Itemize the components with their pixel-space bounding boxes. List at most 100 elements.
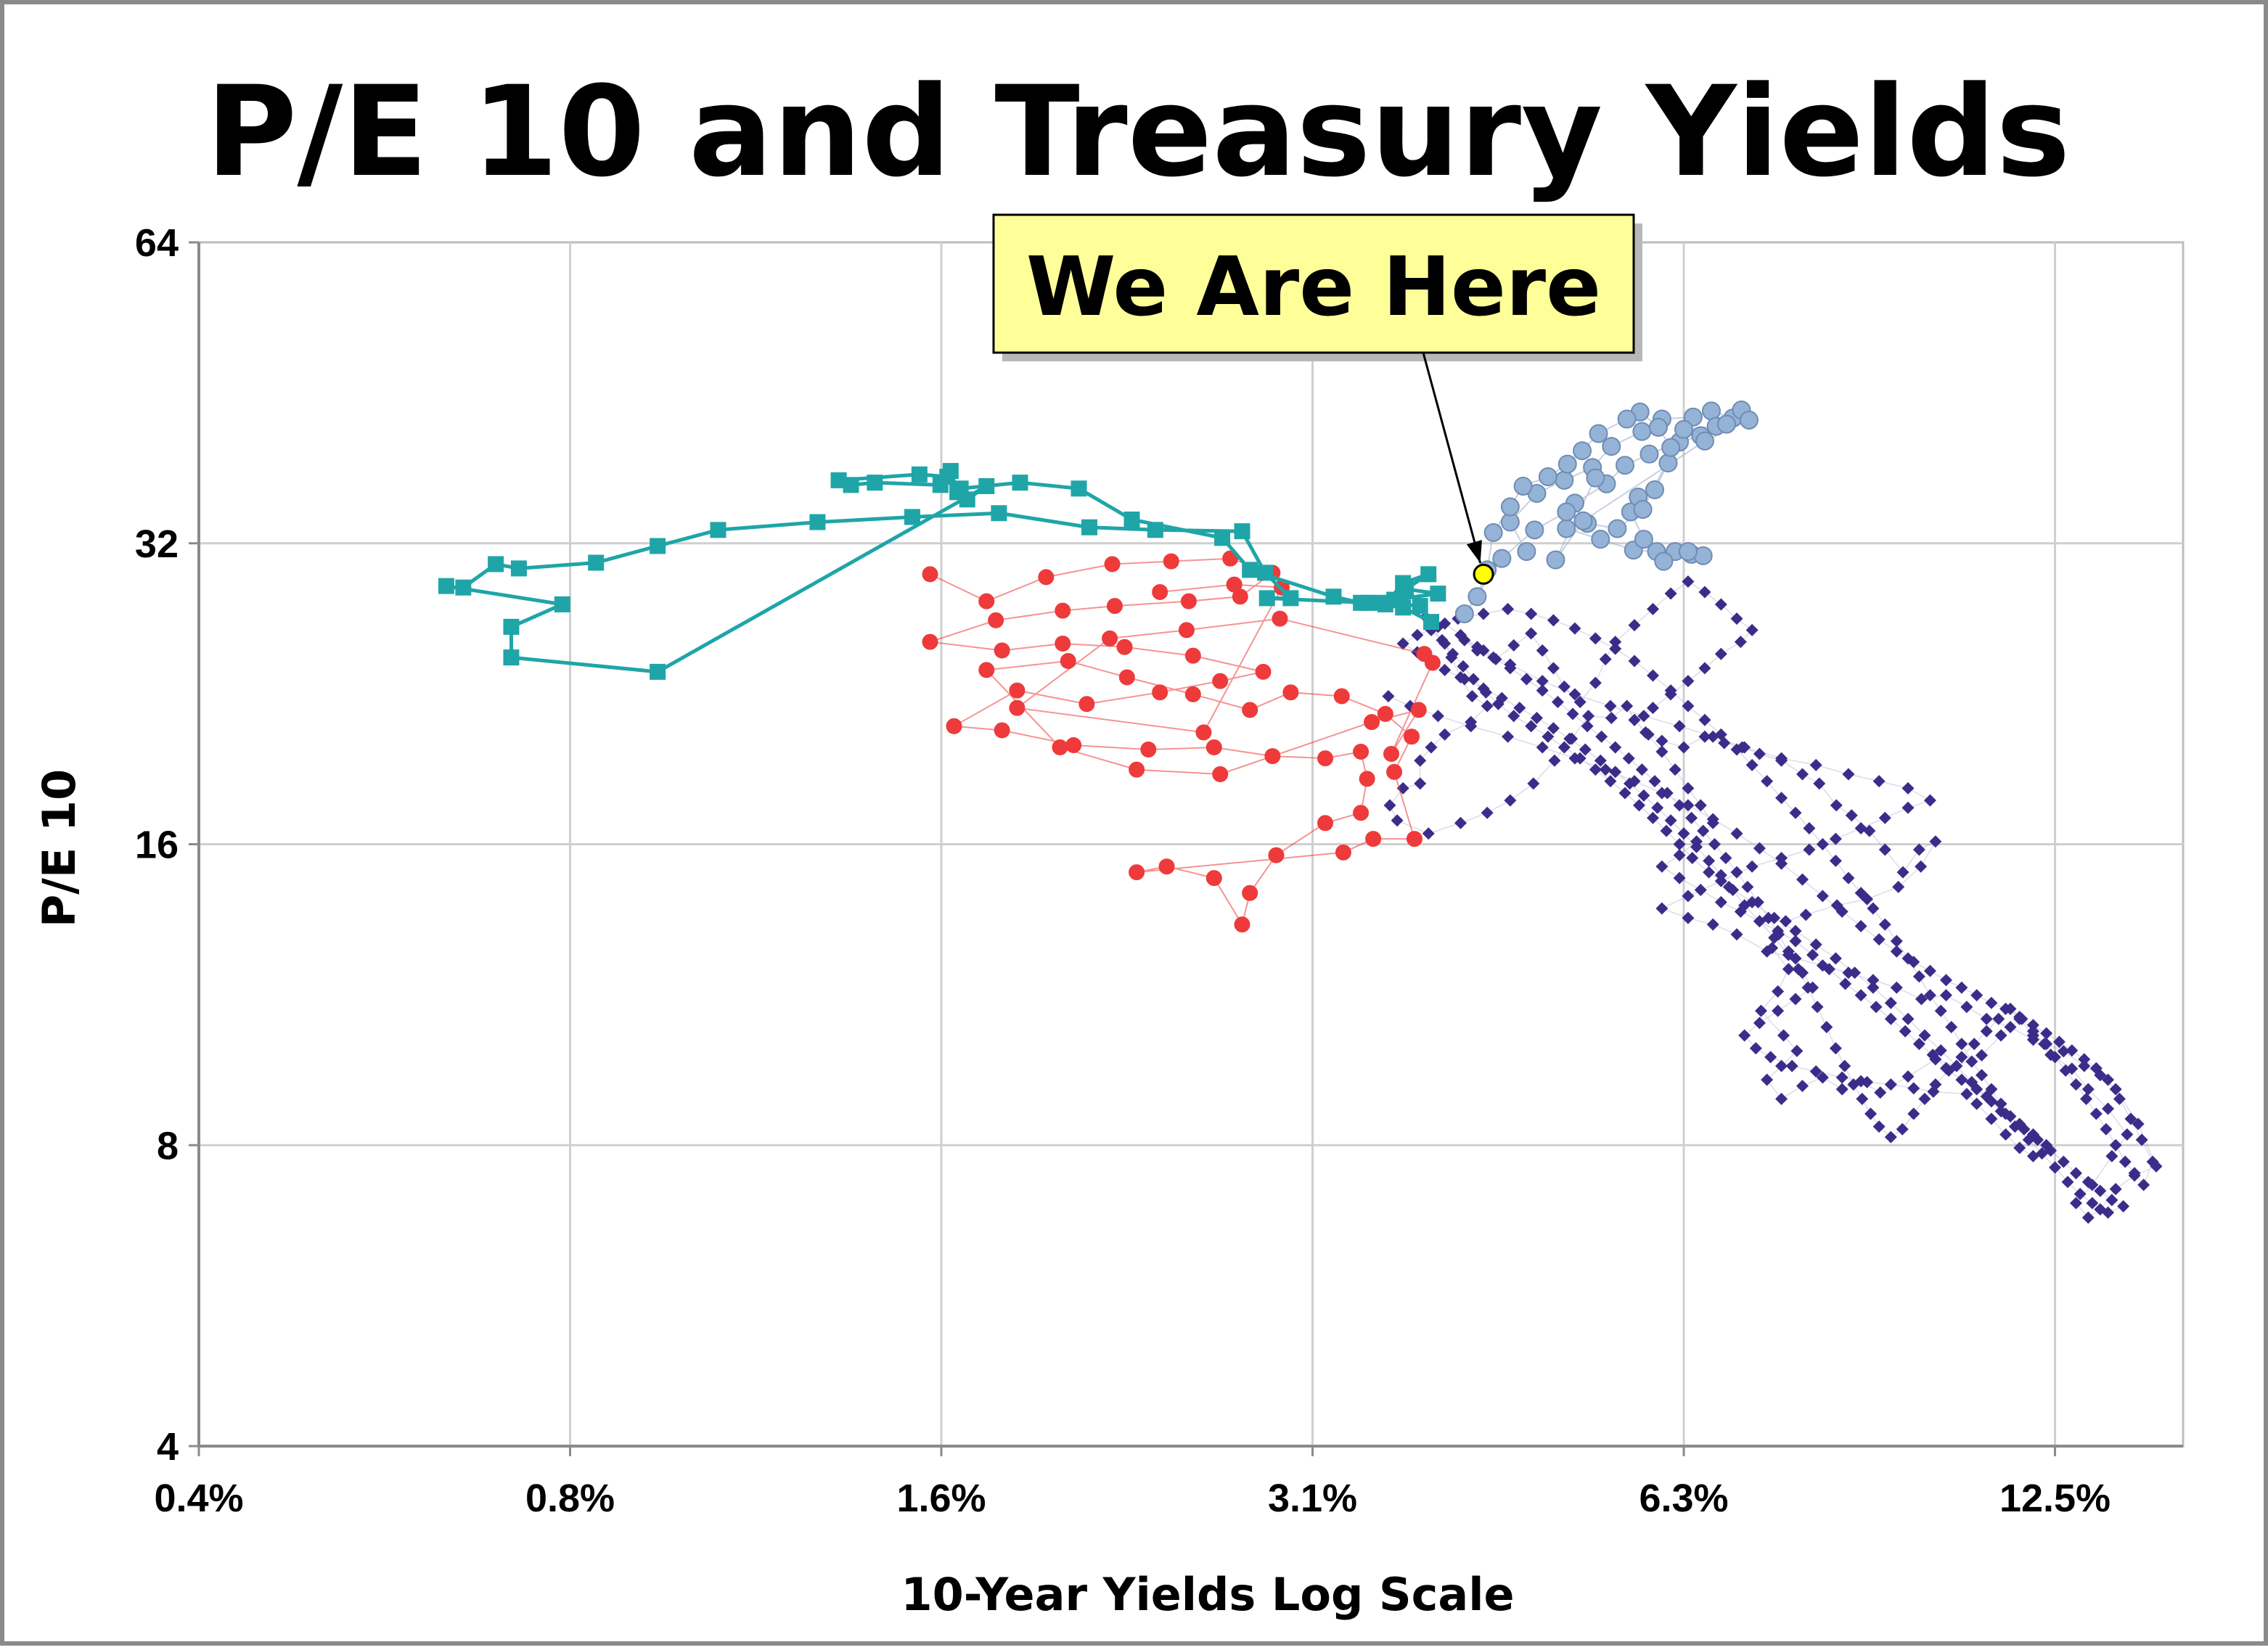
current-point-marker xyxy=(1473,563,1494,585)
data-point xyxy=(1799,908,1812,922)
series-1 xyxy=(922,550,1441,933)
series-layer xyxy=(438,401,2163,1224)
data-point xyxy=(1664,684,1677,697)
data-point xyxy=(2089,1107,2103,1120)
data-point xyxy=(1525,607,1538,620)
data-point xyxy=(1317,750,1334,767)
data-point xyxy=(1890,935,1903,948)
data-point xyxy=(2121,1128,2134,1141)
data-point xyxy=(1106,598,1123,615)
data-point xyxy=(1926,1048,1939,1062)
data-point xyxy=(1918,1092,1931,1105)
data-point xyxy=(1377,596,1393,612)
data-point xyxy=(1234,523,1250,540)
data-point xyxy=(1775,857,1788,870)
data-point xyxy=(1674,419,1694,439)
data-point xyxy=(1714,895,1727,908)
data-point xyxy=(1992,1012,2005,1025)
data-point xyxy=(1502,602,1515,615)
data-point xyxy=(1404,728,1420,745)
data-point xyxy=(1502,730,1515,743)
data-point xyxy=(1874,1086,1887,1099)
data-point xyxy=(1581,720,1594,733)
data-point xyxy=(1102,630,1118,647)
data-point xyxy=(1414,777,1427,790)
data-point xyxy=(1520,673,1533,686)
data-point xyxy=(1365,831,1382,847)
data-point xyxy=(2105,1149,2118,1162)
data-point xyxy=(1242,702,1258,718)
data-point xyxy=(1655,860,1669,873)
data-point xyxy=(1970,989,1984,1002)
data-point xyxy=(922,566,938,583)
data-point xyxy=(1694,884,1707,897)
data-point xyxy=(922,633,938,650)
data-point xyxy=(1842,966,1855,980)
y-tick-label: 32 xyxy=(135,522,179,566)
data-point xyxy=(2100,1122,2113,1136)
data-point xyxy=(1706,918,1719,931)
data-point xyxy=(988,612,1004,628)
data-point xyxy=(1383,799,1396,812)
data-point xyxy=(1411,628,1424,641)
data-point xyxy=(1055,635,1071,652)
data-point xyxy=(991,505,1007,522)
data-point xyxy=(2081,1211,2095,1224)
data-point xyxy=(1741,880,1754,893)
data-point xyxy=(1481,699,1494,713)
data-point xyxy=(1507,710,1520,723)
data-point xyxy=(1923,964,1936,977)
data-point xyxy=(1854,919,1867,932)
data-point xyxy=(1901,1070,1915,1083)
data-point xyxy=(2102,1102,2115,1115)
data-point xyxy=(1568,752,1581,765)
data-point xyxy=(1470,641,1483,654)
data-point xyxy=(1664,587,1677,600)
data-point xyxy=(1816,838,1829,850)
data-point xyxy=(1682,699,1695,713)
data-point xyxy=(1695,431,1714,451)
data-point xyxy=(1609,642,1622,655)
data-point xyxy=(1551,696,1564,709)
data-point xyxy=(1673,849,1686,862)
data-point xyxy=(1854,989,1867,1002)
data-point xyxy=(1796,768,1809,781)
data-point xyxy=(1901,1012,1915,1025)
data-point xyxy=(1730,827,1743,840)
data-point xyxy=(1178,622,1195,639)
data-point xyxy=(1854,887,1867,900)
data-point xyxy=(1628,654,1641,668)
data-point xyxy=(1980,1090,1993,1103)
data-point xyxy=(1065,736,1082,753)
data-point xyxy=(1525,720,1538,733)
data-point xyxy=(1690,840,1703,853)
data-point xyxy=(2004,1021,2017,1034)
data-point xyxy=(2073,1187,2087,1200)
data-point xyxy=(1536,741,1549,754)
data-point xyxy=(2013,1141,2026,1154)
data-point xyxy=(1258,590,1275,607)
data-point xyxy=(1901,781,1915,795)
x-tick-label: 0.4% xyxy=(154,1477,243,1520)
data-point xyxy=(1703,866,1716,879)
data-point xyxy=(1500,497,1520,517)
data-point xyxy=(1912,970,1925,983)
data-point xyxy=(994,722,1010,739)
data-point xyxy=(1635,763,1648,776)
data-point xyxy=(650,663,666,680)
data-point xyxy=(1195,724,1212,741)
data-point xyxy=(1975,1069,1988,1082)
data-point xyxy=(1422,827,1435,840)
data-point xyxy=(1829,1042,1842,1055)
data-point xyxy=(1504,662,1517,675)
data-point xyxy=(1618,787,1632,800)
data-point xyxy=(1454,816,1467,829)
data-point xyxy=(1714,869,1727,882)
data-point xyxy=(1487,651,1500,664)
data-point xyxy=(1842,768,1855,781)
data-point xyxy=(1838,1059,1851,1072)
data-point xyxy=(1694,799,1707,812)
data-point xyxy=(1892,880,1905,893)
data-point xyxy=(1829,832,1842,845)
data-point xyxy=(1012,475,1028,491)
